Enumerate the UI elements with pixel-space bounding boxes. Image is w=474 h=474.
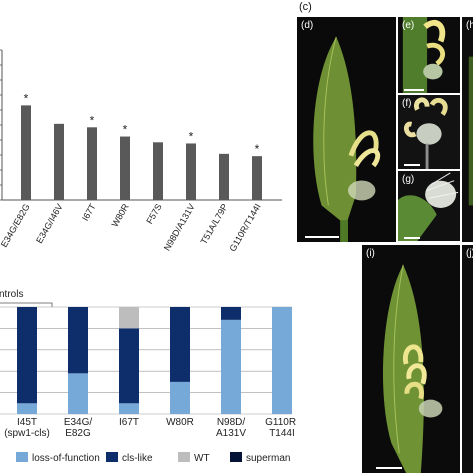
stacked-segment-loss-of-function [119,403,139,414]
bottom-chart-header: ntrols [0,289,23,300]
photo-panel-j-label: (j) [466,248,473,259]
top-chart-x-label: N98D/A131V [162,202,197,253]
bottom-chart-x-label: I45T [17,417,37,428]
stacked-segment-loss-of-function [68,373,88,414]
photo-panel-i: (i) [361,244,461,474]
stacked-segment-loss-of-function [272,307,292,414]
top-chart-bar [252,156,262,200]
bottom-chart-x-label: (spw1-cls) [4,428,50,439]
top-chart-x-label: T51A/L79P [199,202,230,246]
significance-star: * [255,142,260,156]
photo-panel-g-label: (g) [402,174,415,185]
legend-label: loss-of-function [32,453,100,464]
top-chart-y-ticks [0,49,2,201]
stacked-segment-cls-like [170,307,190,382]
controls-bracket [0,302,53,307]
bottom-chart-bars [17,307,292,414]
significance-star: * [189,129,194,143]
legend-swatch [178,452,190,462]
bottom-chart-x-tick-labels: I45T(spw1-cls) E34G/E82G I67T W80R N98D/A131… [4,417,296,439]
top-chart-bar [219,153,229,200]
bottom-chart-x-label: E82G [65,428,91,439]
bottom-chart-legend: loss-of-function cls-like WT superman [16,452,290,464]
significance-star: * [90,113,95,127]
bottom-chart-x-label: W80R [166,417,194,428]
photo-panel-d: (d) [296,16,397,243]
stacked-segment-wt [119,307,139,329]
significance-star: * [24,91,29,105]
photo-panel-d-label: (d) [301,20,314,31]
bottom-chart-x-label: N98D/ [217,417,246,428]
legend-swatch [106,452,118,462]
stacked-segment-loss-of-function [221,319,241,414]
stacked-segment-loss-of-function [17,403,37,414]
top-chart-bar [153,142,163,200]
top-chart-x-label: I67T [80,202,98,223]
legend-label: WT [194,453,210,464]
bottom-chart-x-label: I67T [119,417,139,428]
phenotype-stacked-chart: ntrols I45T(spw1-cls) E34G/E82G I67T W80R N9… [0,289,296,464]
legend-label: superman [246,453,290,464]
stacked-segment-loss-of-function [170,381,190,414]
top-chart-bar [186,143,196,200]
top-chart-bar [21,105,31,200]
top-chart-bar [54,123,64,200]
photo-panel-g: (g) [397,170,461,242]
bottom-chart-x-label: E34G/ [64,417,93,428]
top-chart-x-tick-labels: E34G/E82G E34G/I46V I67T W80R F57SN98D/A131V… [0,202,263,254]
legend-swatch [230,452,242,462]
top-chart-x-label: E34G/E82G [0,202,32,249]
photo-panel-f-label: (f) [402,98,412,109]
top-chart-x-label: E34G/I46V [34,202,65,245]
bottom-chart-x-label: A131V [216,428,246,439]
top-chart-x-label: G110R/T144I [227,202,262,253]
panel-c-label: (c) [299,1,312,13]
top-chart-x-label: W80R [110,202,131,229]
significance-star: * [123,123,128,137]
stacked-segment-cls-like [221,307,241,320]
bottom-chart-x-label: G110R/ [265,417,296,428]
legend-label: cls-like [122,453,153,464]
photo-panel-h: (h) [461,16,474,243]
photo-panel-e-label: (e) [402,20,415,31]
photo-panel-f: (f) [397,94,461,170]
top-chart-bar [120,136,130,200]
photo-panel-j: (j) [461,244,474,474]
stacked-segment-cls-like [17,307,37,404]
bottom-chart-gridlines [0,306,292,415]
stacked-segment-cls-like [68,307,88,374]
photo-panel-i-label: (i) [366,248,375,259]
mutant-bar-chart: * * * * * E34G/E82G E34G/I46V I67T W80R F57SN98D… [0,49,282,254]
legend-swatch [16,452,28,462]
stacked-segment-cls-like [119,328,139,404]
top-chart-significance-markers: * * * * * [24,91,260,156]
top-chart-x-label: F57S [144,202,163,226]
top-chart-bars [21,105,262,200]
figure-left-charts: *** ** E34G/E82G E34G/I46V I67T W80R F57SN98D… [0,49,296,464]
bottom-chart-x-label: T144I [269,428,295,439]
top-chart-bar [87,127,97,200]
photo-panel-h-label: (h) [466,20,473,31]
photo-panel-e: (e) [397,16,461,94]
